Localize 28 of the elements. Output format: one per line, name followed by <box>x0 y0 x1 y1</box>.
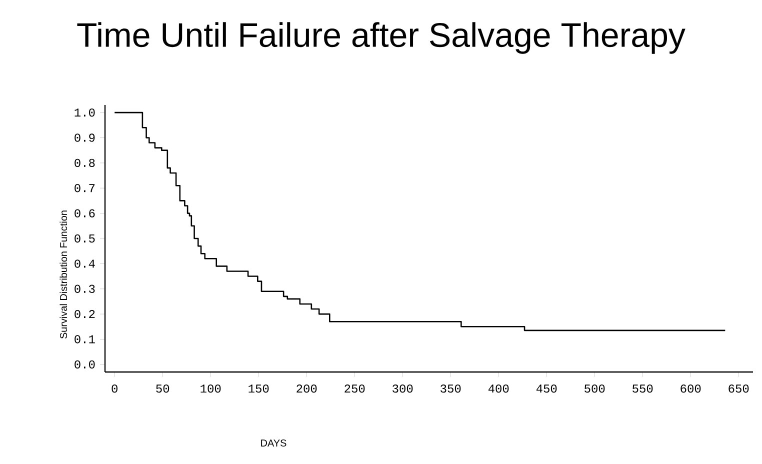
x-tick-label: 100 <box>200 384 221 393</box>
x-tick-label: 650 <box>728 384 749 393</box>
y-tick-label: 0.1 <box>74 335 95 344</box>
x-tick-label: 500 <box>584 384 605 393</box>
y-tick-label: 0.2 <box>74 310 95 318</box>
x-tick-label: 50 <box>156 384 170 393</box>
x-tick-label: 450 <box>536 384 557 393</box>
y-axis-title: Survival Distribution Function <box>60 210 68 339</box>
x-tick-label: 550 <box>632 384 653 393</box>
y-tick-label: 0.7 <box>74 184 95 192</box>
x-tick-label: 250 <box>344 384 365 393</box>
y-tick-label: 0.9 <box>74 134 95 142</box>
y-tick-label: 1.0 <box>74 108 95 117</box>
y-tick-label: 0.8 <box>74 158 95 167</box>
x-axis-title: DAYS <box>261 439 286 447</box>
x-tick-label: 600 <box>680 384 701 393</box>
x-tick-label: 150 <box>248 384 269 393</box>
x-tick-label: 350 <box>440 384 461 393</box>
y-tick-label: 0.3 <box>74 284 95 293</box>
y-tick-label: 0.6 <box>74 209 95 218</box>
x-tick-label: 0 <box>112 384 118 393</box>
y-tick-label: 0.4 <box>74 260 95 268</box>
x-tick-label: 300 <box>392 384 413 393</box>
chart-title: Time Until Failure after Salvage Therapy <box>77 22 686 54</box>
x-tick-label: 400 <box>488 384 509 393</box>
x-tick-label: 200 <box>296 384 317 393</box>
y-tick-label: 0.5 <box>74 234 95 243</box>
y-tick-label: 0.0 <box>74 360 95 369</box>
